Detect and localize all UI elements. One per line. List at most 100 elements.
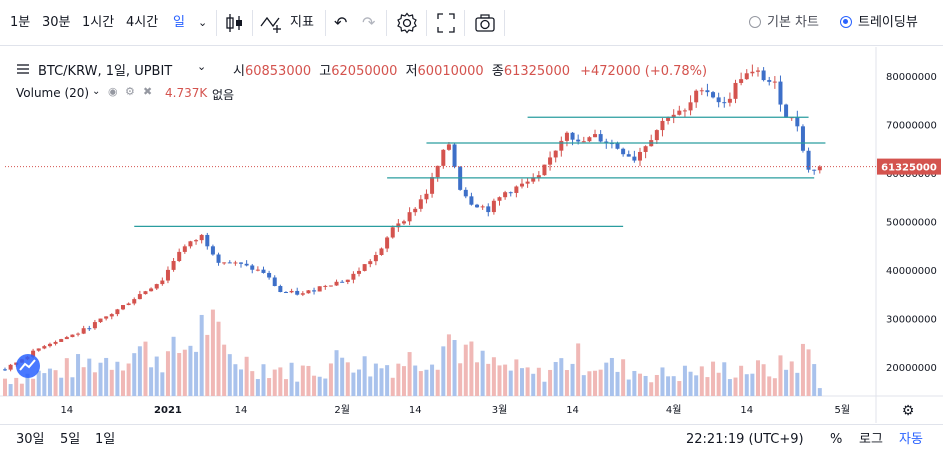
candle (795, 110, 800, 132)
interval-1m[interactable]: 1분 (10, 15, 31, 30)
volume-bar (59, 377, 64, 396)
candle-body (306, 290, 311, 294)
candle (727, 92, 732, 107)
candle (177, 248, 182, 263)
candle (126, 302, 131, 306)
candle (194, 239, 199, 245)
candle-body (699, 90, 704, 92)
candle-body (767, 80, 772, 82)
range-5d[interactable]: 5일 (60, 432, 81, 447)
candle-body (244, 263, 249, 266)
log-toggle[interactable]: 로그 (859, 432, 883, 447)
candle-body (171, 261, 176, 270)
candle-body (739, 79, 744, 83)
volume-bar (716, 372, 721, 396)
price-chart[interactable]: 2000000030000000400000005000000060000000… (0, 47, 943, 423)
candle (649, 134, 654, 147)
interval-1h[interactable]: 1시간 (82, 15, 115, 30)
percent-toggle[interactable]: % (830, 432, 843, 447)
interval-30m[interactable]: 30분 (42, 15, 71, 30)
interval-4h[interactable]: 4시간 (126, 15, 159, 30)
volume-bar (486, 363, 491, 396)
volume-bar (25, 373, 30, 396)
volume-bar (514, 359, 519, 396)
volume-settings-icon[interactable]: ⚙ (125, 85, 135, 98)
basic-chart-label[interactable]: 기본 차트 (767, 15, 819, 30)
candle-body (694, 90, 699, 103)
clock-readout[interactable]: 22:21:19 (UTC+9) (686, 432, 804, 447)
candle (351, 271, 356, 284)
volume-eye-icon[interactable]: ◉ (108, 85, 118, 98)
tradingview-radio[interactable] (840, 16, 852, 28)
y-tick-label: 80000000 (886, 72, 937, 83)
candle (722, 96, 727, 108)
volume-bar (767, 376, 772, 396)
candle (92, 319, 97, 330)
axis-settings-gear-icon[interactable]: ⚙ (902, 403, 915, 419)
candle (76, 332, 81, 337)
candle-body (587, 137, 592, 142)
candle (682, 108, 687, 118)
candle-body (435, 165, 440, 178)
candle (401, 219, 406, 225)
volume-remove-icon[interactable]: ✖ (143, 85, 153, 98)
indicators-icon[interactable] (260, 12, 284, 34)
basic-chart-radio[interactable] (749, 16, 761, 28)
redo-icon[interactable]: ↷ (362, 13, 376, 32)
tradingview-label[interactable]: 트레이딩뷰 (858, 15, 918, 30)
candle-body (784, 104, 789, 118)
candle-body (598, 134, 603, 142)
volume-bar (643, 375, 648, 396)
range-1d[interactable]: 1일 (95, 432, 116, 447)
interval-1d[interactable]: 일 (173, 15, 185, 30)
candle (688, 95, 693, 116)
symbol-title[interactable]: BTC/KRW, 1일, UPBIT (38, 64, 173, 79)
volume-bar (14, 377, 19, 396)
candle-type-icon[interactable] (225, 12, 245, 34)
auto-toggle[interactable]: 자동 (899, 432, 923, 447)
volume-label[interactable]: Volume (20) (16, 86, 90, 100)
symbol-chevron-down-icon[interactable]: ⌄ (197, 60, 207, 73)
candle-body (800, 126, 805, 151)
candle (711, 90, 716, 99)
undo-icon[interactable]: ↶ (334, 13, 348, 32)
candle-body (205, 234, 210, 247)
volume-bar (418, 371, 423, 396)
settings-gear-icon[interactable] (396, 12, 418, 34)
candle (744, 69, 749, 80)
chevron-down-icon[interactable]: ⌄ (198, 16, 208, 29)
candle-body (660, 120, 665, 131)
candle (137, 290, 142, 300)
volume-bar (401, 366, 406, 396)
candle (345, 279, 350, 285)
candle-body (351, 273, 356, 280)
volume-bar (261, 364, 266, 396)
fullscreen-icon[interactable] (436, 12, 456, 34)
candle-body (154, 284, 159, 289)
volume-bar (165, 351, 170, 396)
candle-body (267, 272, 272, 278)
candle-body (137, 294, 142, 300)
candle (379, 247, 384, 256)
chart-menu-icon[interactable] (16, 62, 30, 76)
candle-body (385, 237, 390, 249)
candle (621, 147, 626, 157)
candle (626, 150, 631, 157)
candle-body (497, 197, 502, 201)
candle-body (632, 156, 637, 161)
candle (272, 275, 277, 287)
candle (47, 342, 52, 348)
candle-body (261, 269, 266, 273)
volume-chevron-down-icon[interactable]: ⌄ (92, 86, 101, 97)
camera-icon[interactable] (474, 12, 496, 34)
volume-bar (373, 363, 378, 396)
volume-bar (300, 365, 305, 396)
indicators-label[interactable]: 지표 (290, 15, 314, 30)
candle (115, 308, 120, 317)
candle-body (615, 143, 620, 149)
candle-body (480, 206, 485, 208)
candle (497, 196, 502, 206)
volume-bar (817, 388, 822, 396)
range-30d[interactable]: 30일 (16, 432, 45, 447)
volume-bar (104, 357, 109, 396)
